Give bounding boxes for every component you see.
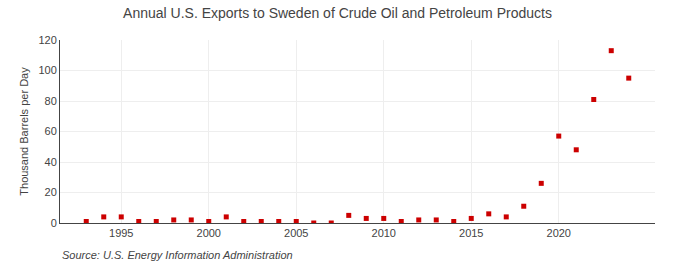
svg-text:60: 60 — [45, 125, 57, 137]
svg-text:2020: 2020 — [547, 227, 571, 239]
svg-text:0: 0 — [51, 217, 57, 229]
svg-text:2000: 2000 — [197, 227, 221, 239]
svg-text:Annual U.S. Exports to Sweden: Annual U.S. Exports to Sweden of Crude O… — [123, 5, 552, 21]
svg-text:2010: 2010 — [372, 227, 396, 239]
svg-text:100: 100 — [38, 64, 56, 76]
svg-text:Source: U.S. Energy Informatio: Source: U.S. Energy Information Administ… — [62, 249, 293, 261]
svg-text:120: 120 — [38, 34, 56, 46]
svg-text:40: 40 — [45, 156, 57, 168]
svg-text:2005: 2005 — [284, 227, 308, 239]
svg-text:20: 20 — [45, 186, 57, 198]
svg-text:2015: 2015 — [459, 227, 483, 239]
svg-text:80: 80 — [45, 95, 57, 107]
svg-text:Thousand Barrels per Day: Thousand Barrels per Day — [18, 67, 30, 196]
svg-text:1995: 1995 — [109, 227, 133, 239]
